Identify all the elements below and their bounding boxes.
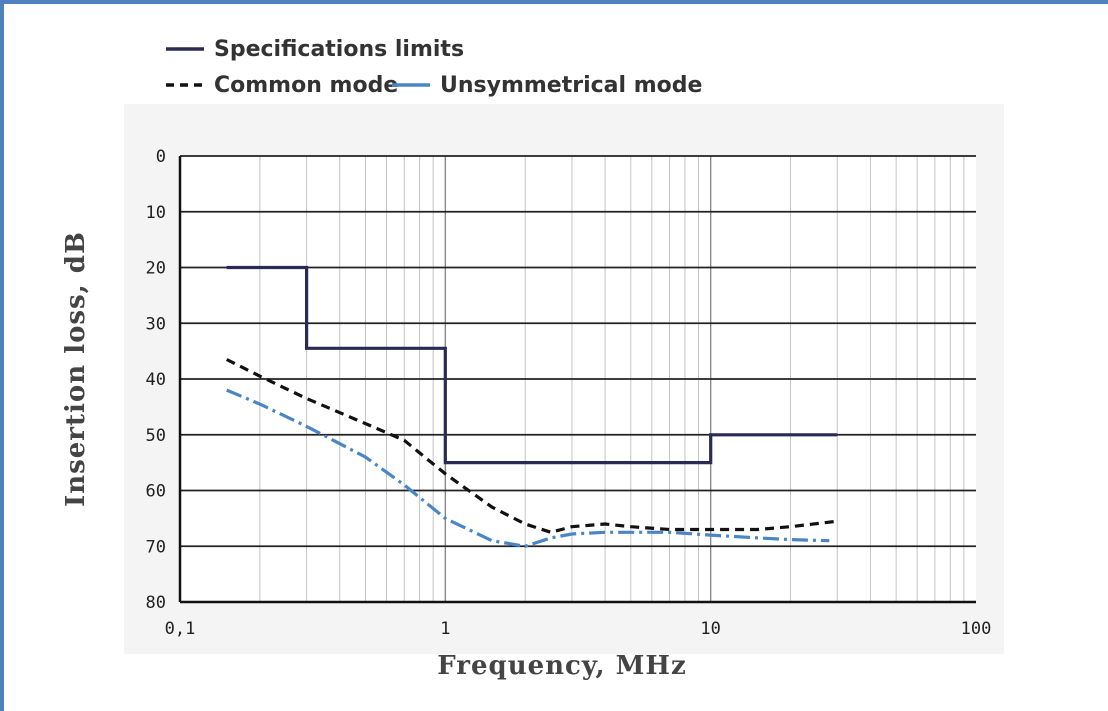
y-tick-label: 70 [146, 537, 166, 557]
grid [124, 104, 1004, 654]
x-tick-label: 10 [700, 619, 720, 639]
y-tick-label: 50 [146, 426, 166, 446]
x-tick-label: 1 [440, 619, 450, 639]
series-line-1 [226, 265, 838, 465]
y-axis-title: Insertion loss, dB [61, 231, 91, 507]
y-tick-label: 10 [146, 203, 166, 223]
y-tick-label: 60 [146, 482, 166, 502]
series-line-2 [225, 358, 838, 534]
tick-labels: 0 10 20 30 40 50 60 70 80 0,1 1 10 100 [146, 147, 992, 639]
y-tick-label: 80 [146, 593, 166, 613]
insertion-loss-chart: 0 10 20 30 40 50 60 70 80 0,1 1 10 100 Specification… [61, 37, 1004, 681]
y-tick-label: 0 [156, 147, 166, 167]
x-axis-title: Frequency, MHz [437, 651, 686, 681]
y-tick-label: 30 [146, 314, 166, 334]
legend-label-2: Common mode [214, 73, 398, 98]
y-tick-label: 40 [146, 370, 166, 390]
legend: Specifications limits Common mode Unsymmet… [166, 37, 702, 98]
y-tick-label: 20 [146, 259, 166, 279]
legend-label-1: Specifications limits [214, 37, 464, 62]
x-tick-label: 100 [961, 619, 992, 639]
x-tick-label: 0,1 [165, 619, 196, 639]
series-layer [225, 265, 838, 548]
axes [178, 155, 976, 604]
legend-label-3: Unsymmetrical mode [440, 73, 702, 98]
series-line-3 [226, 388, 830, 548]
